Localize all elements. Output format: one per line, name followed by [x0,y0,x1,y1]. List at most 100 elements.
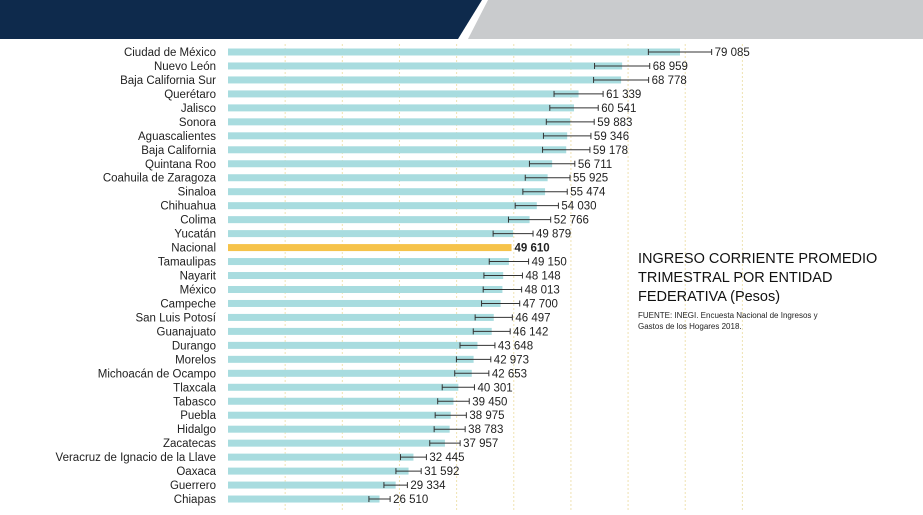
category-label-coahuila-de-zaragoza: Coahuila de Zaragoza [103,173,217,185]
category-label-baja-california-sur: Baja California Sur [120,75,216,87]
value-label-campeche: 47 700 [523,298,558,310]
bar-chihuahua [228,202,537,210]
bar-coahuila-de-zaragoza [228,174,548,182]
value-label-michoacan-de-ocampo: 42 653 [492,368,527,380]
category-label-durango: Durango [172,340,216,352]
value-label-baja-california: 59 178 [593,145,628,157]
value-label-colima: 52 766 [554,215,589,227]
value-label-tlaxcala: 40 301 [477,382,512,394]
category-labels-group: Ciudad de México Nuevo León Baja Californi… [56,47,217,506]
error-bar-ciudad-de-mexico [647,49,713,55]
bar-sinaloa [228,188,546,196]
error-bar-tamaulipas [488,258,530,265]
error-bar-zacatecas [429,440,461,447]
category-label-tabasco: Tabasco [173,396,216,408]
bar-ciudad-de-mexico [228,48,680,56]
error-bar-sonora [545,118,595,125]
category-label-tamaulipas: Tamaulipas [158,257,216,269]
category-label-nacional: Nacional [171,243,216,255]
banner-light-stripe [468,0,923,39]
value-label-oaxaca: 31 592 [424,466,459,478]
value-label-zacatecas: 37 957 [463,438,498,450]
bar-chiapas [228,495,380,503]
category-label-guerrero: Guerrero [170,480,216,492]
error-bar-nayarit [483,272,523,279]
error-bar-baja-california-sur [593,76,650,83]
bar-mexico [228,285,503,293]
category-label-baja-california: Baja California [141,145,216,157]
value-label-quintana-roo: 56 711 [578,159,612,171]
error-bar-guerrero [383,482,408,489]
category-label-mexico: México [180,284,216,296]
bar-jalisco [228,104,575,112]
error-bar-aguascalientes [542,132,592,139]
value-label-nuevo-leon: 68 959 [653,61,688,73]
category-label-morelos: Morelos [175,354,216,366]
chart-title: INGRESO CORRIENTE PROMEDIO TRIMESTRAL PO… [638,251,878,305]
value-label-san-luis-potosi: 46 497 [515,312,550,324]
error-bar-michoacan-de-ocampo [454,370,490,377]
error-bar-san-luis-potosi [474,314,513,321]
value-label-jalisco: 60 541 [601,103,636,115]
bar-tlaxcala [228,383,459,391]
error-bar-chiapas [368,496,391,503]
bar-nacional [228,244,512,252]
value-label-tamaulipas: 49 150 [532,257,567,269]
bar-quintana-roo [228,160,553,168]
error-bar-coahuila-de-zaragoza [524,174,571,181]
bar-tamaulipas [228,258,509,266]
error-bar-nuevo-leon [594,62,651,69]
error-bar-durango [459,342,496,349]
bar-baja-california-sur [228,76,622,84]
bar-yucatan [228,230,514,238]
category-label-puebla: Puebla [180,410,216,422]
bar-morelos [228,355,474,363]
value-label-guanajuato: 46 142 [513,326,548,338]
category-label-jalisco: Jalisco [181,103,216,115]
error-bar-quintana-roo [528,160,576,167]
value-label-baja-california-sur: 68 778 [652,75,687,87]
error-bars-group [368,49,713,503]
value-label-sinaloa: 55 474 [570,187,606,199]
bar-san-luis-potosi [228,313,494,321]
error-bar-colima [507,216,552,223]
bar-veracruz-de-ignacio-de-la-llave [228,453,414,461]
value-label-hidalgo: 38 783 [468,424,503,436]
header-banner [0,0,923,39]
bar-puebla [228,411,451,419]
category-label-sinaloa: Sinaloa [178,187,217,199]
value-label-yucatan: 49 879 [536,229,571,241]
bar-sonora [228,118,571,126]
bar-nayarit [228,272,504,280]
category-label-queretaro: Querétaro [164,89,216,101]
value-label-queretaro: 61 339 [606,89,641,101]
chart-source: FUENTE: INEGI. Encuesta Nacional de Ingr… [638,311,818,331]
value-label-tabasco: 39 450 [472,396,507,408]
category-label-nuevo-leon: Nuevo León [154,61,216,73]
error-bar-campeche [481,300,521,307]
error-bar-hidalgo [433,426,466,433]
value-label-sonora: 59 883 [597,117,632,129]
bar-durango [228,341,478,349]
error-bar-queretaro [553,90,604,97]
category-label-chiapas: Chiapas [174,494,216,506]
category-label-chihuahua: Chihuahua [160,201,216,213]
category-label-colima: Colima [180,215,216,227]
bars-group [228,48,680,503]
bar-hidalgo [228,425,450,433]
value-labels-group: 79 085 68 959 68 778 61 339 60 541 59 883 59 3… [393,47,750,506]
bar-guanajuato [228,327,492,335]
bar-aguascalientes [228,132,568,140]
bar-michoacan-de-ocampo [228,369,472,377]
error-bar-mexico [482,286,523,293]
category-label-oaxaca: Oaxaca [176,466,216,478]
bar-colima [228,216,530,224]
bar-nuevo-leon [228,62,623,70]
value-label-chihuahua: 54 030 [561,201,596,213]
error-bar-sinaloa [522,188,568,195]
bar-zacatecas [228,439,445,447]
bar-campeche [228,299,501,307]
category-label-veracruz-de-ignacio-de-la-llave: Veracruz de Ignacio de la Llave [56,452,216,464]
error-bar-oaxaca [395,468,422,475]
